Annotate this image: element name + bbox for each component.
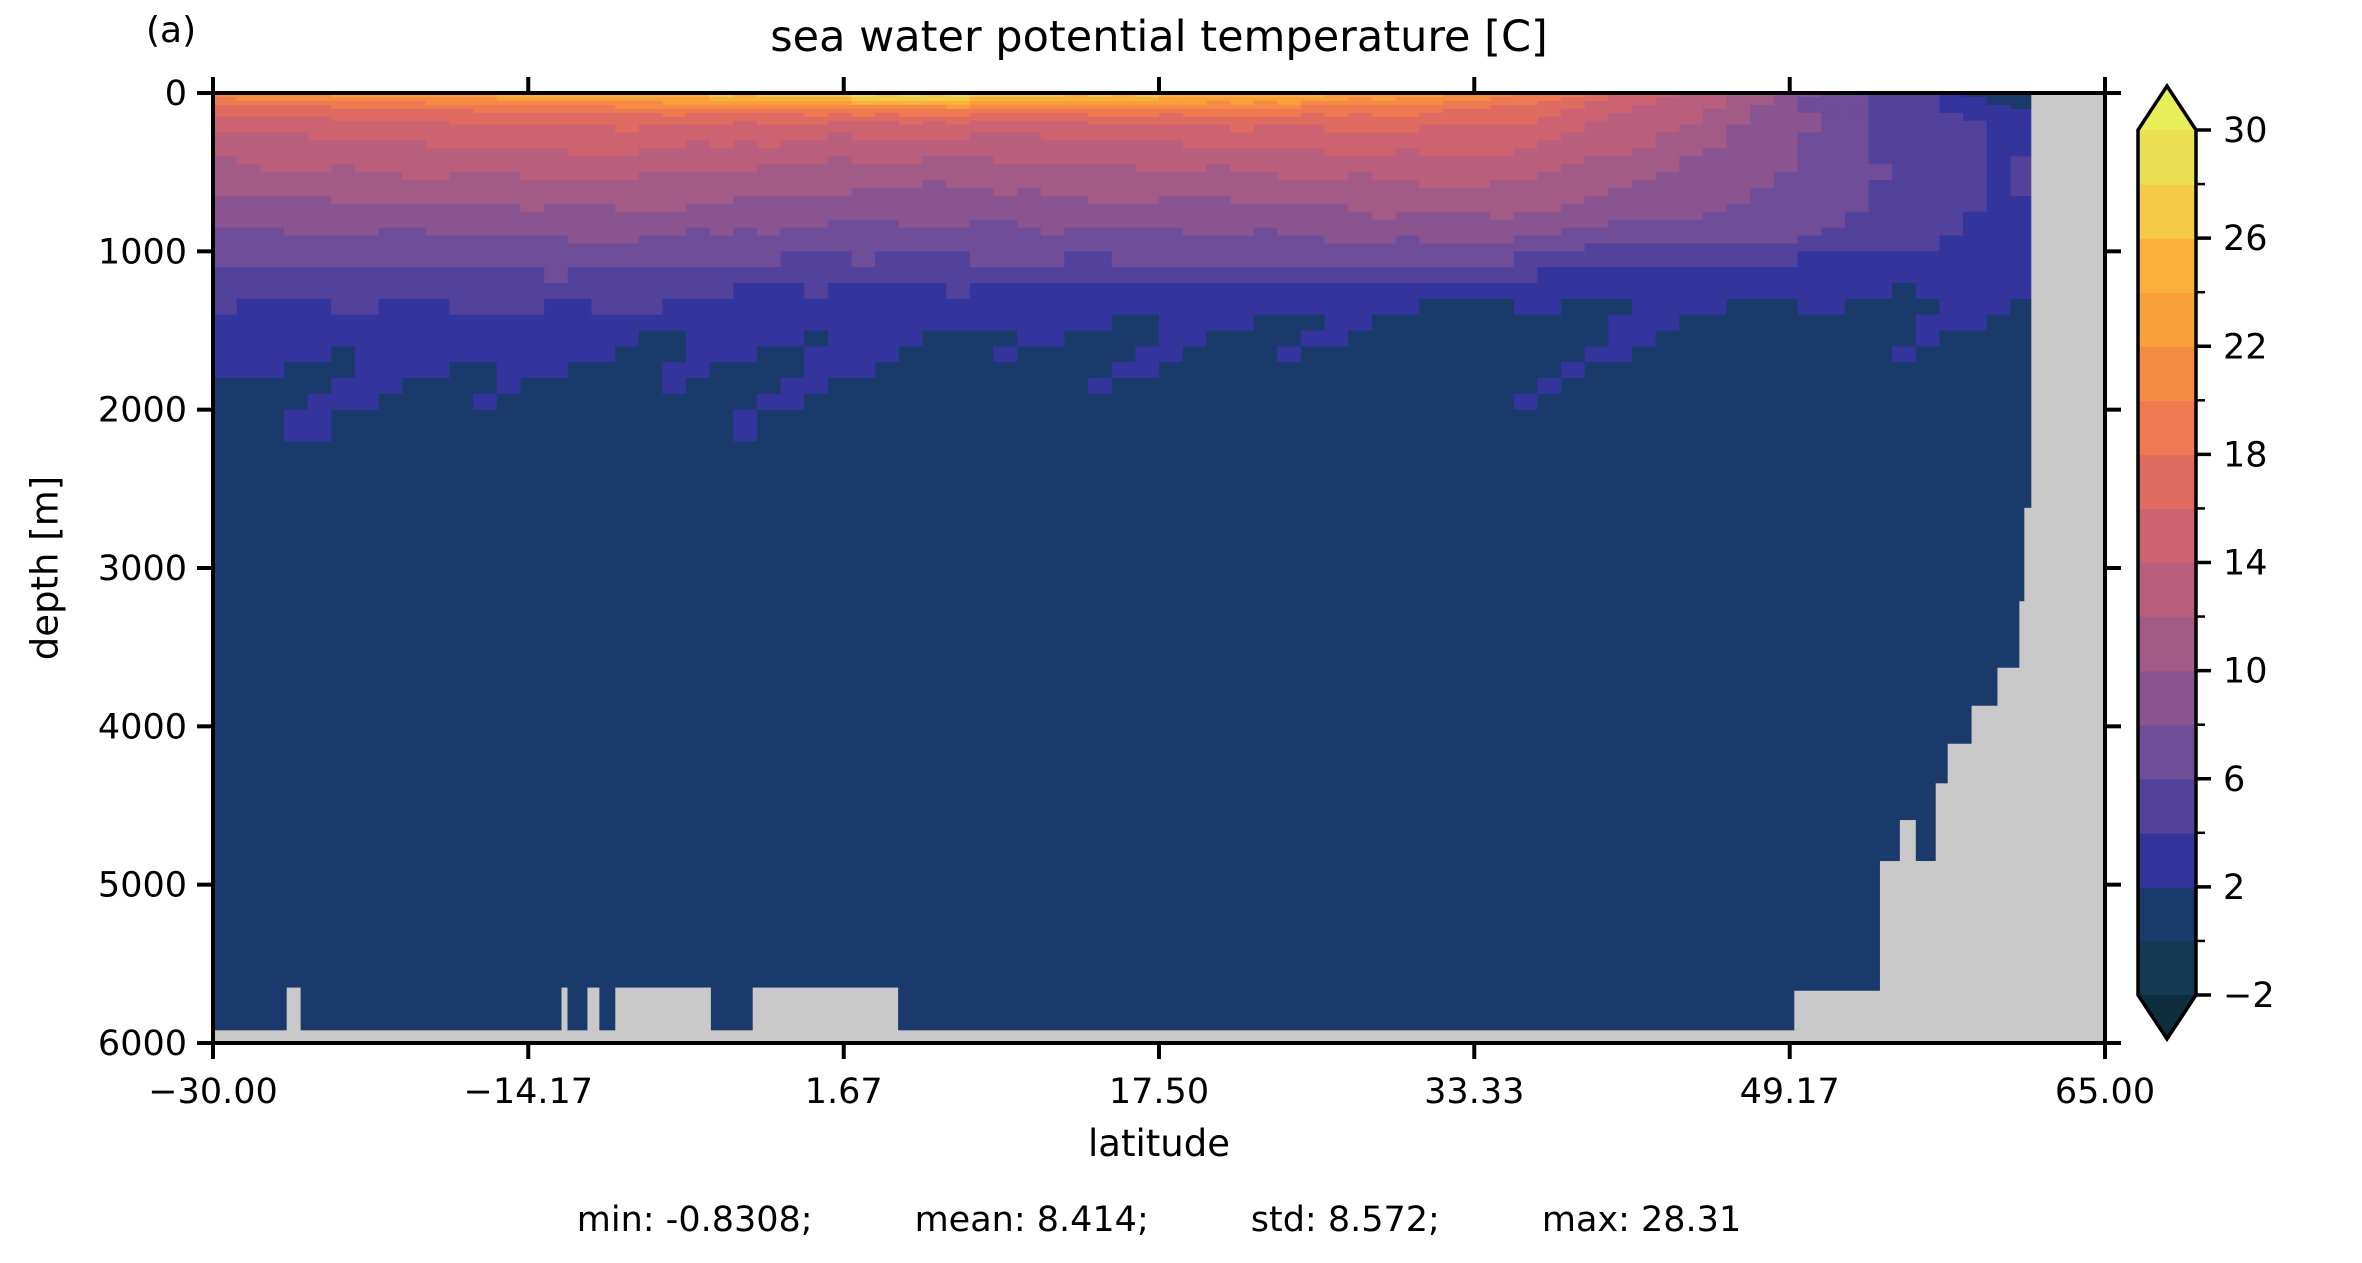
stats-line: min: -0.8308; mean: 8.414; std: 8.572; m… xyxy=(213,1200,2105,1240)
x-tick-label: −14.17 xyxy=(464,1072,594,1112)
x-tick-label: 49.17 xyxy=(1740,1072,1840,1112)
x-tick-label: 17.50 xyxy=(1109,1072,1209,1112)
colorbar-tick-label: 26 xyxy=(2223,219,2268,259)
y-tick-label: 1000 xyxy=(98,232,187,272)
mask-region xyxy=(561,987,568,1043)
stat-min: min: -0.8308; xyxy=(576,1200,813,1240)
mask-region xyxy=(752,987,899,1043)
colorbar: 30 26 22 18 14 10 6 2 −2 xyxy=(2136,82,2275,1043)
y-axis-label: depth [m] xyxy=(23,475,67,661)
stat-max: max: 28.31 xyxy=(1541,1200,1742,1240)
stat-std: std: 8.572; xyxy=(1250,1200,1440,1240)
mask-region xyxy=(587,987,600,1043)
colorbar-tick-label: 18 xyxy=(2223,435,2268,475)
chart-title: sea water potential temperature [C] xyxy=(770,12,1548,62)
y-tick-label: 6000 xyxy=(98,1024,187,1064)
panel-label: (a) xyxy=(146,10,197,51)
colorbar-tick-label: −2 xyxy=(2223,976,2275,1016)
colorbar-tick-label: 6 xyxy=(2223,760,2245,800)
x-axis-label: latitude xyxy=(1088,1122,1230,1165)
bathymetry-mask-layer xyxy=(213,93,2105,1043)
y-tick-label: 2000 xyxy=(98,391,187,431)
stat-mean: mean: 8.414; xyxy=(914,1200,1149,1240)
mask-region xyxy=(286,987,301,1043)
colorbar-tick-label: 10 xyxy=(2223,652,2268,692)
x-tick-label: 1.67 xyxy=(805,1072,883,1112)
x-tick-label: 65.00 xyxy=(2055,1072,2155,1112)
colorbar-tick-label: 22 xyxy=(2223,327,2268,367)
x-tick-label: −30.00 xyxy=(148,1072,278,1112)
colorbar-tick-label: 14 xyxy=(2223,544,2268,584)
colorbar-tick-label: 30 xyxy=(2223,111,2268,151)
colorbar-tick-label: 2 xyxy=(2223,868,2245,908)
y-tick-label: 0 xyxy=(165,74,187,114)
y-tick-label: 3000 xyxy=(98,549,187,589)
mask-region xyxy=(615,987,711,1043)
y-tick-label: 5000 xyxy=(98,866,187,906)
x-tick-label: 33.33 xyxy=(1424,1072,1524,1112)
axes-layer: −30.00 −14.17 1.67 17.50 33.33 49.17 65.00 0 100… xyxy=(98,74,2155,1112)
y-tick-label: 4000 xyxy=(98,707,187,747)
heatmap-layer xyxy=(213,93,2106,1044)
